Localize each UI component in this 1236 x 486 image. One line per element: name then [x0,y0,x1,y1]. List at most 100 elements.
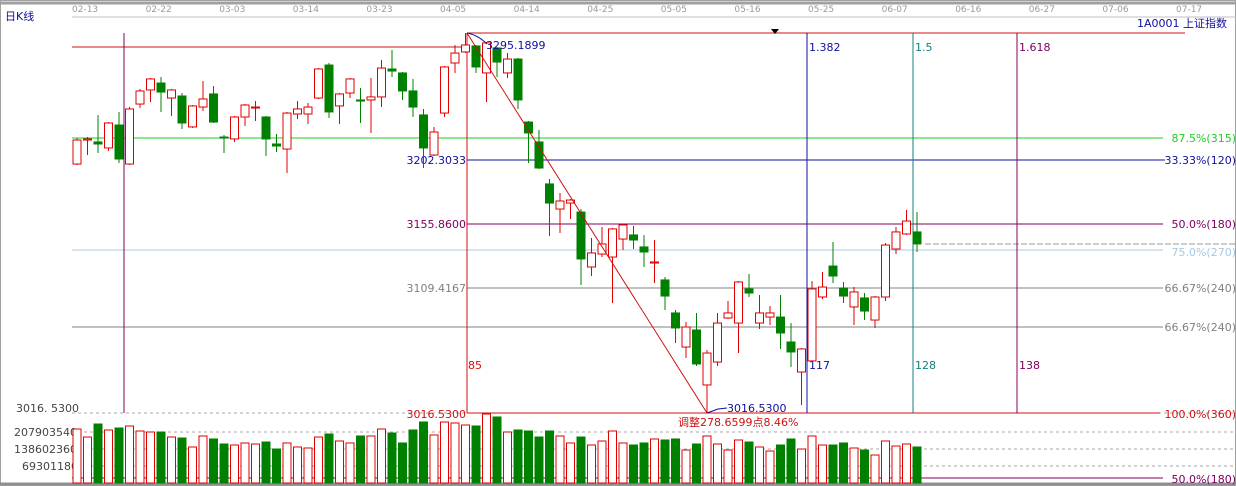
volume-bar [639,442,649,484]
volume-bar [629,444,638,484]
candle-body [188,105,197,128]
candle [251,101,260,121]
date-tick-label: 03-14 [293,5,319,15]
candle [597,227,607,258]
candle-body [167,89,176,99]
fib-label-33-33: 33.33%(120) [1164,154,1236,167]
candle-body [534,141,544,169]
candle-body [93,141,103,145]
candle [104,122,113,151]
volume-bar [650,438,659,484]
volume-bar [587,444,596,484]
candle [786,323,796,367]
candle-body [902,220,911,235]
volume-bar [860,449,869,484]
level-label-3109: 3109.4167 [407,282,467,295]
candle-body [828,265,838,277]
volume-tick-label: 138602360 [14,443,77,456]
volume-bar [618,442,628,484]
volume-bar [555,435,565,484]
volume-bar [797,448,806,484]
volume-bar [387,432,397,484]
volume-bar [83,436,92,484]
volume-bar [272,448,281,484]
candle-body [303,106,313,115]
candle [797,347,806,405]
candle [566,198,575,219]
candle [629,225,638,249]
candle-body [786,341,796,353]
volume-bar [419,421,428,484]
candle-body [272,143,281,147]
candle-body [755,312,764,324]
candle-body [881,244,890,298]
candle-body [471,45,481,68]
candle [135,89,145,108]
volume-bar [219,443,229,484]
volume-bar [303,447,313,484]
date-tick-label: 07-06 [1102,5,1128,15]
candle-body [366,96,376,101]
fib-label-100: 100.0%(360) [1164,408,1236,421]
volume-bar [807,435,817,484]
candle [765,305,775,325]
time-ratio-15: 1.5 [915,41,933,54]
candle-body [398,72,407,92]
swing-high-label: 3295.1899 [486,39,546,52]
candle-body [104,122,113,149]
fibonacci-levels [72,32,1236,479]
candle-body [440,66,449,114]
candle-body [734,281,743,324]
date-tick-label: 03-23 [366,5,392,15]
candle [881,242,890,301]
candle [618,224,628,250]
candle-body [209,93,218,123]
candle-body [282,112,292,150]
candle [807,281,817,363]
date-tick-label: 05-05 [661,5,687,15]
candle [545,179,554,237]
candle [125,107,134,165]
candle [639,234,649,267]
symbol-label[interactable]: 1A0001 上证指数 [1137,16,1227,30]
candle [702,350,712,413]
candle [167,89,176,117]
candle [492,47,502,78]
volume-bar [93,423,103,484]
fib-label-50-volume: 50.0%(180) [1171,473,1236,486]
volume-bar [345,442,355,484]
candle [692,312,701,366]
candle [324,62,334,118]
volume-bar [734,439,743,484]
candle [513,57,523,109]
candle-body [891,231,901,250]
candle-body [870,296,880,321]
level-label-3202: 3202.3033 [407,154,467,167]
candle [419,108,428,168]
candle-body [618,224,628,240]
volume-bar [755,446,764,484]
candle [849,287,859,325]
candle-body [818,286,827,298]
candle [272,134,281,153]
candle-body [177,95,187,124]
candle [282,111,292,174]
candle-body [671,312,680,329]
volume-bar [282,442,292,484]
volume-bar [786,438,796,484]
candle [72,137,82,165]
candle-body [860,297,869,312]
candle [230,116,239,142]
high-pointer-line [466,32,488,45]
volume-bar [251,443,260,484]
volume-bar [324,433,334,484]
volume-bar [881,440,890,484]
volume-bar [125,425,134,484]
volume-bar [702,435,712,484]
volume-bar [450,422,460,484]
marker-triangle-icon[interactable] [771,29,779,34]
volume-bar [471,425,481,484]
volume-bar [177,437,187,484]
volume-bar [230,444,239,484]
